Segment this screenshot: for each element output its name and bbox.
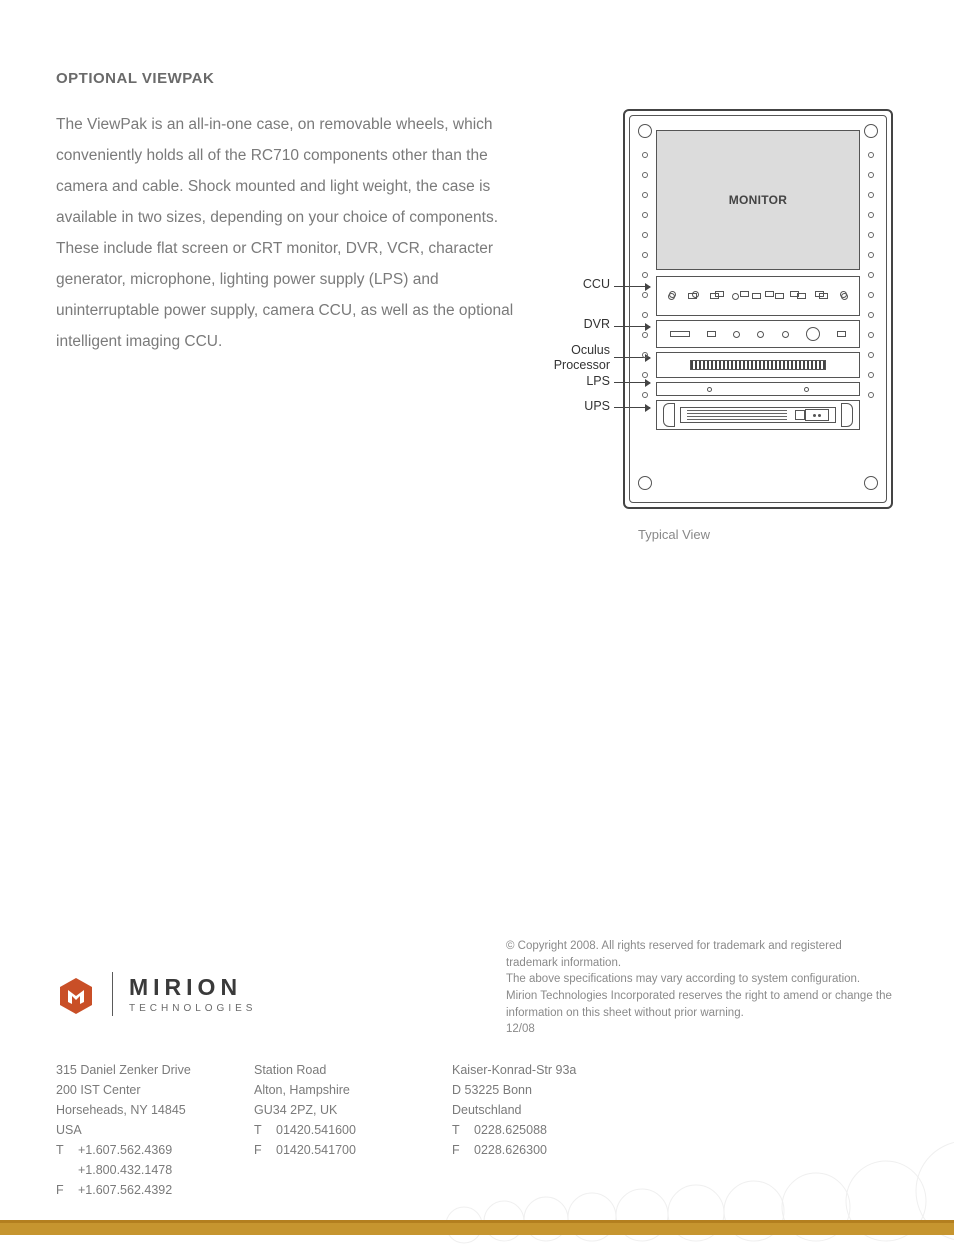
logo-divider (112, 972, 113, 1016)
legal-block: © Copyright 2008. All rights reserved fo… (506, 938, 896, 1038)
rack-dvr (656, 320, 860, 348)
addr-line: 200 IST Center (56, 1080, 206, 1100)
address-col-uk: Station Road Alton, Hampshire GU34 2PZ, … (254, 1060, 404, 1200)
page: OPTIONAL VIEWPAK The ViewPak is an all-i… (0, 0, 954, 1235)
address-col-usa: 315 Daniel Zenker Drive 200 IST Center H… (56, 1060, 206, 1200)
addr-line: USA (56, 1120, 206, 1140)
section-heading: OPTIONAL VIEWPAK (56, 70, 898, 87)
logo-text: MIRION TECHNOLOGIES (129, 974, 256, 1014)
rack-rail-right (864, 124, 878, 494)
contact-line: T+1.607.562.4369 (56, 1140, 206, 1160)
contact-line: F+1.607.562.4392 (56, 1180, 206, 1200)
addr-line: GU34 2PZ, UK (254, 1100, 404, 1120)
diagram-column: CCU DVR Oculus Processor LPS UPS (578, 109, 898, 542)
body-paragraph: The ViewPak is an all-in-one case, on re… (56, 109, 538, 542)
logo-mark-icon (56, 974, 96, 1014)
addr-line: D 53225 Bonn (452, 1080, 602, 1100)
rack-lps (656, 382, 860, 396)
company-sub: TECHNOLOGIES (129, 1003, 256, 1014)
legal-line: 12/08 (506, 1021, 896, 1038)
label-ups: UPS (548, 399, 610, 414)
viewpak-diagram: CCU DVR Oculus Processor LPS UPS (578, 109, 898, 509)
label-ccu: CCU (548, 277, 610, 292)
addr-line: Horseheads, NY 14845 (56, 1100, 206, 1120)
addr-line: Alton, Hampshire (254, 1080, 404, 1100)
contact-line: +1.800.432.1478 (56, 1160, 206, 1180)
top-row: The ViewPak is an all-in-one case, on re… (56, 109, 898, 542)
label-oculus: Oculus Processor (538, 343, 610, 373)
rack-oculus (656, 352, 860, 378)
rack-ups (656, 400, 860, 430)
legal-line: © Copyright 2008. All rights reserved fo… (506, 938, 896, 971)
diagram-caption: Typical View (638, 527, 710, 542)
rack-outer: MONITOR (623, 109, 893, 509)
legal-line: Mirion Technologies Incorporated reserve… (506, 988, 896, 1021)
legal-line: The above specifications may vary accord… (506, 971, 896, 988)
rack-rail-left (638, 124, 652, 494)
addr-line: 315 Daniel Zenker Drive (56, 1060, 206, 1080)
rack-ccu (656, 276, 860, 316)
label-dvr: DVR (548, 317, 610, 332)
addr-line: Deutschland (452, 1100, 602, 1120)
monitor-label: MONITOR (729, 193, 788, 207)
rack-inner: MONITOR (629, 115, 887, 503)
rack-monitor: MONITOR (656, 130, 860, 270)
footer-bar (0, 1223, 954, 1235)
label-lps: LPS (548, 374, 610, 389)
addr-line: Station Road (254, 1060, 404, 1080)
company-logo: MIRION TECHNOLOGIES (56, 972, 256, 1016)
company-name: MIRION (129, 974, 256, 1001)
addr-line: Kaiser-Konrad-Str 93a (452, 1060, 602, 1080)
contact-line: F01420.541700 (254, 1140, 404, 1160)
contact-line: T01420.541600 (254, 1120, 404, 1140)
